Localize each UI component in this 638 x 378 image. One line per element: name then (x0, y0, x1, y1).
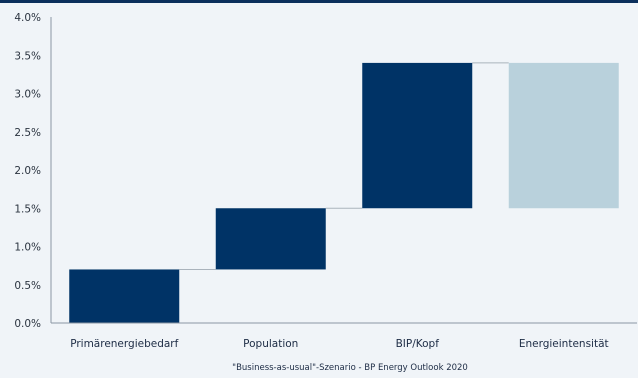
y-tick-label: 4.0% (14, 12, 41, 24)
x-category-labels: Primärenergiebedarf Population BIP/Kopf Ene… (70, 338, 608, 350)
x-category-label: Population (243, 338, 298, 350)
bar-population (215, 208, 326, 270)
bar-energieintensit-t (508, 62, 619, 209)
bar-prim-renergiebedarf (69, 269, 180, 323)
y-tick-labels: 0.0% 0.5% 1.0% 1.5% 2.0% 2.5% 3.0% 3.5% 4.0% (14, 12, 41, 330)
chart-caption: "Business-as-usual"-Szenario - BP Energy… (232, 363, 468, 373)
x-category-label: Primärenergiebedarf (70, 338, 178, 350)
x-category-label: Energieintensität (519, 338, 609, 350)
y-tick-label: 3.0% (14, 89, 41, 101)
axes (50, 17, 637, 324)
bars (69, 62, 619, 323)
bar-bip-kopf (362, 62, 473, 209)
y-tick-label: 0.0% (14, 318, 41, 330)
y-tick-label: 1.5% (14, 203, 41, 215)
y-tick-label: 1.0% (14, 242, 41, 254)
connector-lines (179, 62, 509, 270)
y-tick-label: 3.5% (14, 50, 41, 62)
y-tick-label: 2.5% (14, 127, 41, 139)
y-tick-label: 2.0% (14, 165, 41, 177)
top-rule (0, 0, 638, 3)
x-category-label: BIP/Kopf (396, 338, 440, 350)
y-tick-label: 0.5% (14, 280, 41, 292)
